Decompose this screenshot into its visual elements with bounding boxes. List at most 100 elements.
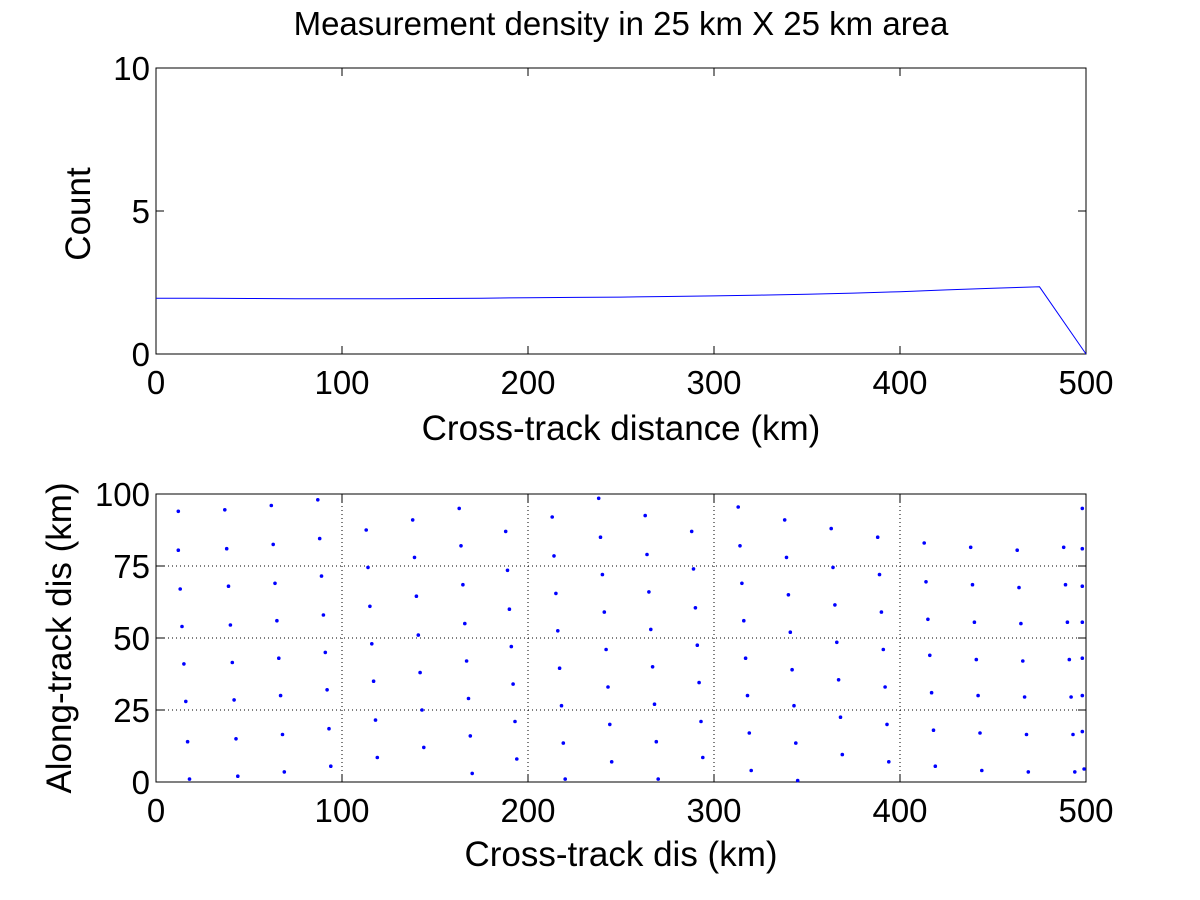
measurement-point [271, 542, 276, 547]
bottom-x-axis-label: Cross-track dis (km) [464, 835, 777, 874]
bottom-x-tick-label: 300 [686, 792, 741, 829]
bottom-x-tick-label: 0 [147, 792, 165, 829]
measurement-point [608, 722, 612, 727]
measurement-point [840, 752, 845, 757]
measurement-point [561, 741, 566, 745]
measurement-point [1061, 545, 1066, 550]
measurement-point [464, 659, 469, 663]
measurement-point [410, 518, 415, 522]
top-y-tick-label: 10 [113, 50, 150, 87]
measurement-point [182, 662, 186, 666]
measurement-point [185, 739, 190, 744]
measurement-point [420, 708, 424, 712]
measurement-point [790, 667, 794, 672]
top-x-tick-label: 0 [147, 364, 165, 401]
measurement-point [1080, 729, 1085, 734]
measurement-point [234, 737, 238, 741]
measurement-point [838, 715, 843, 719]
measurement-point [180, 624, 184, 629]
measurement-point [371, 679, 376, 683]
measurement-point [928, 653, 932, 658]
measurement-point [507, 607, 512, 611]
measurement-point [461, 582, 465, 587]
measurement-point [795, 778, 800, 783]
measurement-point [606, 685, 610, 689]
measurement-point [373, 718, 378, 722]
measurement-point [968, 545, 973, 550]
measurement-point [1021, 659, 1025, 663]
measurement-point [974, 657, 979, 662]
measurement-point [743, 656, 748, 660]
measurement-point [650, 665, 655, 669]
measurement-point [282, 770, 287, 774]
measurement-point [879, 610, 884, 614]
measurement-point [280, 732, 285, 737]
top-x-tick-label: 200 [500, 364, 555, 401]
measurement-scatter-plot: 0 100 200 300 400 500 0 25 50 75 100 Cross-track d… [40, 476, 1114, 874]
measurement-point [885, 722, 889, 727]
measurement-point [695, 643, 700, 647]
measurement-point [976, 693, 980, 698]
measurement-point [422, 745, 426, 750]
measurement-point [699, 719, 703, 724]
measurement-point [833, 603, 837, 607]
top-x-tick-label: 100 [314, 364, 369, 401]
density-series-line [156, 286, 1087, 355]
measurement-point [736, 505, 740, 509]
measurement-point [1069, 695, 1073, 699]
measurement-point [470, 771, 475, 776]
measurement-point [366, 565, 370, 570]
measurement-point [232, 698, 236, 702]
measurement-point [643, 513, 647, 518]
measurement-point [457, 506, 462, 511]
measurement-point [550, 515, 554, 519]
measurement-point [1082, 767, 1086, 771]
measurement-point [1080, 506, 1085, 511]
measurement-point [414, 594, 419, 598]
measurement-point [463, 621, 467, 626]
measurement-point [836, 678, 841, 682]
measurement-point [364, 528, 369, 532]
measurement-point [788, 630, 793, 634]
top-y-tick-label: 0 [132, 336, 150, 373]
measurement-point [325, 688, 329, 692]
bottom-y-tick-label: 25 [113, 692, 150, 729]
measurement-point [459, 544, 463, 548]
top-x-tick-label: 500 [1058, 364, 1113, 401]
measurement-point [747, 731, 752, 735]
measurement-point [230, 660, 235, 665]
measurement-point [881, 647, 886, 652]
measurement-point [652, 702, 657, 706]
measurement-point [924, 580, 928, 584]
measurement-point [187, 777, 192, 781]
measurement-point [1019, 621, 1023, 626]
bottom-x-tick-label: 400 [872, 792, 927, 829]
measurement-point [786, 593, 791, 597]
measurement-point [278, 693, 283, 698]
measurement-point [740, 581, 744, 586]
measurement-point [269, 503, 274, 508]
measurement-point [697, 680, 701, 685]
top-series-group [156, 286, 1087, 355]
measurement-point [598, 535, 603, 539]
measurement-point [689, 529, 694, 534]
measurement-point [691, 567, 696, 571]
measurement-point [887, 760, 891, 764]
measurement-point [329, 764, 333, 768]
measurement-point [1024, 732, 1029, 737]
measurement-point [883, 685, 887, 689]
measurement-point [980, 768, 984, 773]
measurement-point [236, 774, 240, 778]
measurement-point [509, 644, 514, 649]
measurement-point [829, 526, 833, 531]
measurement-point [1015, 548, 1019, 552]
measurement-point [875, 535, 880, 539]
measurement-point [556, 629, 560, 633]
measurement-point [596, 496, 601, 501]
top-axes-box [155, 67, 1087, 355]
measurement-point [784, 555, 789, 560]
measurement-point [554, 591, 558, 596]
bottom-points-group [176, 496, 1086, 783]
measurement-point [835, 640, 839, 645]
